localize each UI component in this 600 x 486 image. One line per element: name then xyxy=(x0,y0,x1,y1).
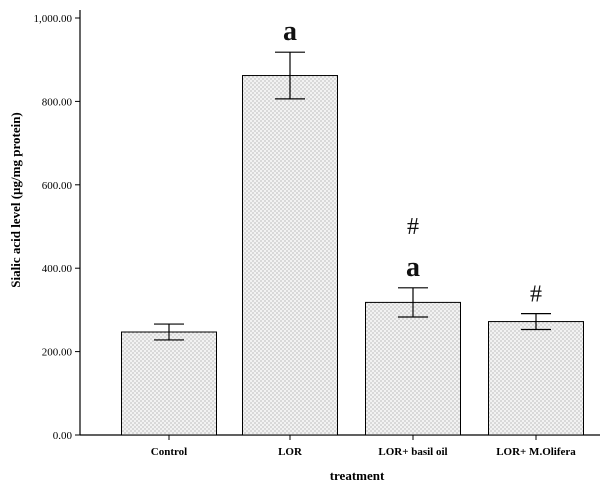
x-tick-label: LOR+ M.Olifera xyxy=(496,446,576,458)
x-tick-label: Control xyxy=(151,446,187,458)
y-tick-label: 800.00 xyxy=(42,96,73,108)
significance-letter: a xyxy=(283,16,297,47)
significance-hash: # xyxy=(407,214,419,240)
y-tick-label: 200.00 xyxy=(42,347,73,359)
y-tick-label: 0.00 xyxy=(53,430,73,442)
plot-area: 0.00 200.00 400.00 600.00 800.00 1,000.00 Cont… xyxy=(34,10,600,458)
y-axis-title: Sialic acid level (µg/mg protein) xyxy=(8,112,23,288)
significance-hash: # xyxy=(530,282,542,308)
x-tick-label: LOR xyxy=(278,446,303,458)
y-tick-label: 400.00 xyxy=(42,263,73,275)
bar xyxy=(242,75,338,436)
y-tick-label: 600.00 xyxy=(42,180,73,192)
x-tick-label: LOR+ basil oil xyxy=(378,446,447,458)
y-tick-label: 1,000.00 xyxy=(34,13,73,25)
bar xyxy=(488,321,584,436)
significance-letter: a xyxy=(406,252,420,283)
bar xyxy=(121,331,217,436)
bar xyxy=(365,301,461,436)
x-axis-title: treatment xyxy=(330,468,385,483)
